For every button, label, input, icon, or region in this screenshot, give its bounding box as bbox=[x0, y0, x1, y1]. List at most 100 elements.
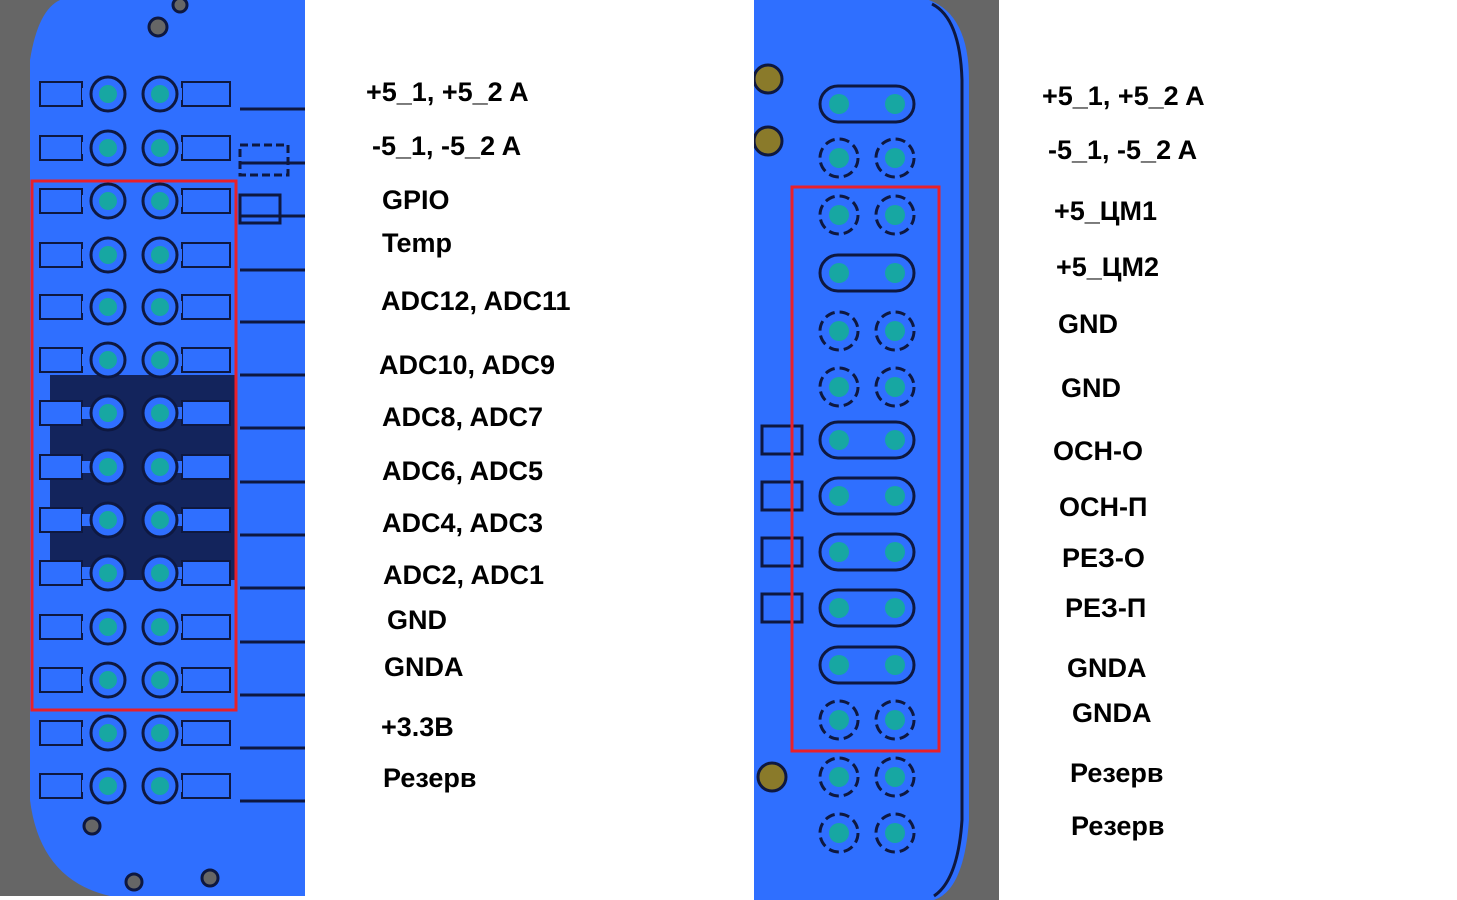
pad-hole bbox=[99, 618, 117, 636]
smd-pad bbox=[238, 193, 282, 225]
pin-label-left: +3.3B bbox=[381, 712, 454, 742]
pad-hole bbox=[151, 564, 169, 582]
pin-label-right: GND bbox=[1058, 309, 1118, 339]
pin-label-right: +5_ЦМ1 bbox=[1054, 196, 1158, 226]
pin-label-left: GND bbox=[387, 605, 447, 635]
edge-finger bbox=[39, 773, 83, 799]
edge-finger bbox=[39, 294, 83, 320]
pin-label-right: ОСН-П bbox=[1059, 492, 1148, 522]
pin-label-right: Резерв bbox=[1070, 758, 1164, 788]
pin-label-right: Резерв bbox=[1071, 811, 1165, 841]
pad-hole bbox=[885, 486, 905, 506]
pad-hole bbox=[885, 94, 905, 114]
pin-label-left: ADC6, ADC5 bbox=[382, 456, 544, 486]
via bbox=[171, 0, 189, 14]
pad-hole bbox=[151, 192, 169, 210]
pin-label-left: ADC4, ADC3 bbox=[382, 508, 544, 538]
edge-finger bbox=[181, 294, 231, 320]
pad-hole bbox=[829, 767, 849, 787]
pin-label-left: GNDA bbox=[384, 652, 464, 682]
edge-finger bbox=[181, 81, 231, 107]
pin-label-right: GNDA bbox=[1072, 698, 1152, 728]
pad-hole bbox=[829, 377, 849, 397]
pad-hole bbox=[151, 404, 169, 422]
pad-hole bbox=[885, 321, 905, 341]
pin-label-left: -5_1, -5_2 A bbox=[372, 131, 522, 161]
pad-hole bbox=[885, 655, 905, 675]
pad-hole bbox=[829, 148, 849, 168]
edge-finger bbox=[181, 188, 231, 214]
edge-finger bbox=[39, 188, 83, 214]
edge-finger bbox=[181, 560, 231, 586]
pad-group-right bbox=[760, 84, 916, 854]
pad-bridge bbox=[818, 84, 916, 124]
pad-hole bbox=[885, 542, 905, 562]
pin-label-left: +5_1, +5_2 A bbox=[366, 77, 529, 107]
pin-label-left: ADC8, ADC7 bbox=[382, 402, 544, 432]
pad-hole bbox=[99, 511, 117, 529]
edge-finger bbox=[181, 614, 231, 640]
pad-hole bbox=[151, 618, 169, 636]
edge-finger bbox=[181, 454, 231, 480]
pin-label-left: Temp bbox=[382, 228, 453, 258]
edge-finger bbox=[181, 347, 231, 373]
pad-hole bbox=[885, 598, 905, 618]
pcb-right-svg bbox=[754, 0, 969, 900]
edge-finger bbox=[39, 507, 83, 533]
pad-hole bbox=[99, 351, 117, 369]
via bbox=[200, 868, 220, 888]
pad-group-left bbox=[39, 75, 231, 805]
pad-hole bbox=[885, 263, 905, 283]
edge-finger bbox=[181, 667, 231, 693]
mounting-via bbox=[754, 63, 784, 95]
edge-finger bbox=[39, 454, 83, 480]
pad-hole bbox=[151, 298, 169, 316]
pad-hole bbox=[99, 777, 117, 795]
pad-bridge bbox=[818, 645, 916, 685]
pcb-left-view bbox=[0, 0, 305, 896]
pin-label-right: GND bbox=[1061, 373, 1121, 403]
pin-label-right: -5_1, -5_2 A bbox=[1048, 135, 1198, 165]
pad-hole bbox=[99, 139, 117, 157]
pad-hole bbox=[151, 777, 169, 795]
edge-finger bbox=[181, 400, 231, 426]
pad-hole bbox=[151, 139, 169, 157]
edge-finger bbox=[181, 507, 231, 533]
pcb-left-svg bbox=[30, 0, 305, 896]
pad-hole bbox=[99, 671, 117, 689]
edge-finger bbox=[39, 560, 83, 586]
pad-hole bbox=[829, 430, 849, 450]
pad-hole bbox=[99, 724, 117, 742]
pad-hole bbox=[829, 94, 849, 114]
mounting-via bbox=[754, 125, 784, 157]
pad-bridge bbox=[818, 588, 916, 628]
pad-hole bbox=[885, 430, 905, 450]
pad-hole bbox=[829, 710, 849, 730]
pin-label-left: ADC12, ADC11 bbox=[381, 286, 571, 316]
smd-pad bbox=[760, 424, 804, 456]
pad-bridge bbox=[818, 253, 916, 293]
pad-hole bbox=[151, 724, 169, 742]
pad-hole bbox=[885, 377, 905, 397]
pin-label-left: Резерв bbox=[383, 763, 477, 793]
edge-finger bbox=[181, 720, 231, 746]
pad-bridge bbox=[818, 476, 916, 516]
pad-hole bbox=[829, 655, 849, 675]
via bbox=[82, 816, 102, 836]
pad-hole bbox=[829, 263, 849, 283]
highlight-frame-left bbox=[30, 179, 238, 712]
smd-pad bbox=[760, 480, 804, 512]
pad-hole bbox=[99, 192, 117, 210]
pad-hole bbox=[151, 246, 169, 264]
edge-finger bbox=[181, 773, 231, 799]
edge-finger bbox=[39, 135, 83, 161]
pin-label-left: GPIO bbox=[382, 185, 450, 215]
pin-label-left: ADC10, ADC9 bbox=[379, 350, 556, 380]
pad-hole bbox=[829, 598, 849, 618]
smd-pad bbox=[760, 592, 804, 624]
via bbox=[147, 16, 169, 38]
pin-label-left: ADC2, ADC1 bbox=[383, 560, 545, 590]
pad-bridge bbox=[818, 532, 916, 572]
pad-hole bbox=[99, 85, 117, 103]
pad-hole bbox=[829, 321, 849, 341]
